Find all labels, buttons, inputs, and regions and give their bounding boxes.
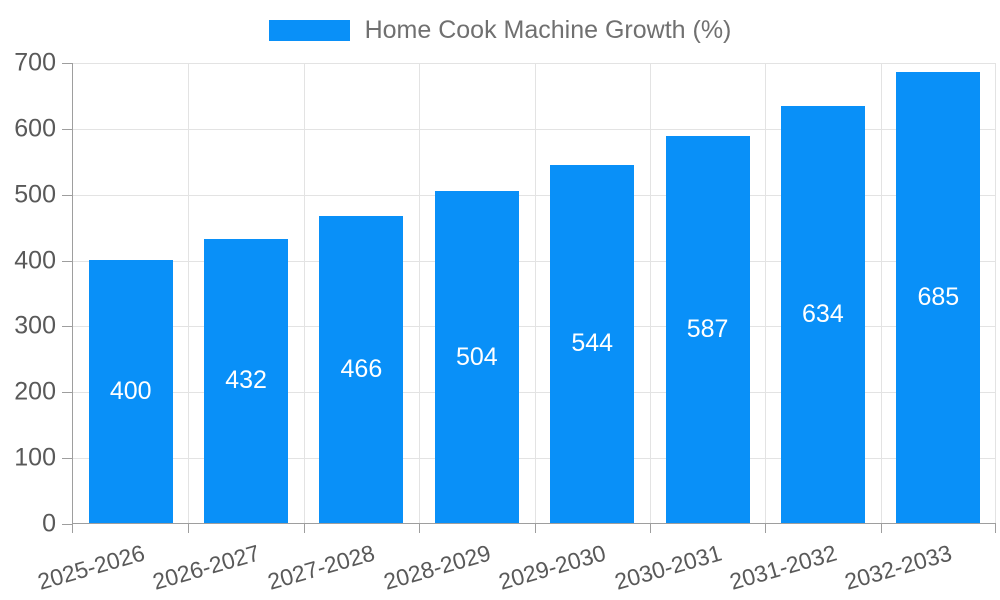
bar-value-label: 400 [109, 376, 152, 405]
x-tick-label: 2026-2027 [149, 539, 263, 595]
y-axis-tick [62, 392, 72, 394]
h-gridline [73, 458, 995, 460]
v-gridline [765, 63, 767, 523]
y-axis-tick [62, 326, 72, 328]
bar-value-label: 504 [455, 342, 498, 371]
bar-value-label: 587 [686, 315, 729, 344]
h-gridline [73, 128, 995, 130]
x-axis-labels: 2025-2026 2026-2027 2027-2028 2028-2029 2029… [34, 530, 995, 596]
y-axis-tick [62, 63, 72, 64]
x-tick-label: 2027-2028 [265, 539, 378, 595]
v-gridline [880, 63, 882, 523]
x-tick-label: 2032-2033 [841, 539, 955, 595]
x-axis-tick [419, 523, 421, 533]
x-axis-tick [880, 523, 882, 533]
bar-2029-2030[interactable]: 544 [550, 164, 635, 523]
x-axis-tick [534, 523, 536, 533]
y-axis-tick [62, 458, 72, 460]
chart-legend: Home Cook Machine Growth (%) [0, 16, 1000, 45]
bar-2031-2032[interactable]: 634 [780, 105, 865, 523]
v-gridline [188, 63, 190, 523]
x-tick-label: 2029-2030 [495, 539, 609, 595]
bar-2030-2031[interactable]: 587 [665, 136, 750, 523]
x-tick-label: 2030-2031 [611, 539, 725, 595]
plot-area: 400 432 466 504 544 587 634 685 [62, 63, 996, 533]
y-tick-label: 600 [14, 114, 56, 143]
x-axis-tick [765, 523, 767, 533]
x-tick-label: 2028-2029 [380, 539, 494, 595]
x-axis-tick [72, 523, 73, 533]
h-gridline [73, 392, 995, 394]
bar-2025-2026[interactable]: 400 [88, 259, 173, 523]
bar-value-label: 544 [571, 329, 614, 358]
v-gridline [534, 63, 536, 523]
x-axis-tick [649, 523, 651, 533]
bar-value-label: 634 [802, 299, 844, 328]
y-axis-tick [62, 524, 72, 525]
y-tick-label: 0 [42, 509, 56, 538]
h-gridline [73, 63, 995, 64]
y-tick-label: 400 [14, 246, 56, 275]
y-axis-tick [62, 128, 72, 130]
h-gridline [73, 194, 995, 196]
y-axis-tick [62, 194, 72, 196]
bar-2026-2027[interactable]: 432 [204, 238, 289, 523]
h-gridline [73, 260, 995, 262]
legend-item[interactable]: Home Cook Machine Growth (%) [268, 16, 732, 45]
bar-value-label: 685 [917, 282, 960, 311]
y-tick-label: 700 [14, 48, 56, 77]
bar-2028-2029[interactable]: 504 [434, 191, 519, 523]
legend-swatch [268, 20, 350, 41]
v-gridline [419, 63, 421, 523]
x-axis-tick [995, 523, 996, 533]
v-gridline [649, 63, 651, 523]
x-tick-label: 2031-2032 [726, 539, 840, 595]
y-axis-labels: 0 100 200 300 400 500 600 700 [0, 49, 56, 538]
x-axis-tick [188, 523, 190, 533]
v-gridline [995, 63, 996, 523]
bar-2032-2033[interactable]: 685 [896, 71, 981, 523]
x-axis-tick [303, 523, 305, 533]
y-tick-label: 100 [14, 443, 56, 472]
bar-value-label: 432 [225, 366, 267, 395]
legend-label: Home Cook Machine Growth (%) [364, 16, 732, 44]
h-gridline [73, 326, 995, 328]
bar-2027-2028[interactable]: 466 [319, 216, 404, 523]
v-gridline [303, 63, 305, 523]
y-tick-label: 200 [14, 377, 56, 406]
y-axis-tick [62, 260, 72, 262]
y-tick-label: 300 [14, 311, 56, 340]
y-tick-label: 500 [14, 180, 56, 209]
bar-value-label: 466 [340, 355, 383, 384]
x-tick-label: 2025-2026 [34, 539, 148, 595]
